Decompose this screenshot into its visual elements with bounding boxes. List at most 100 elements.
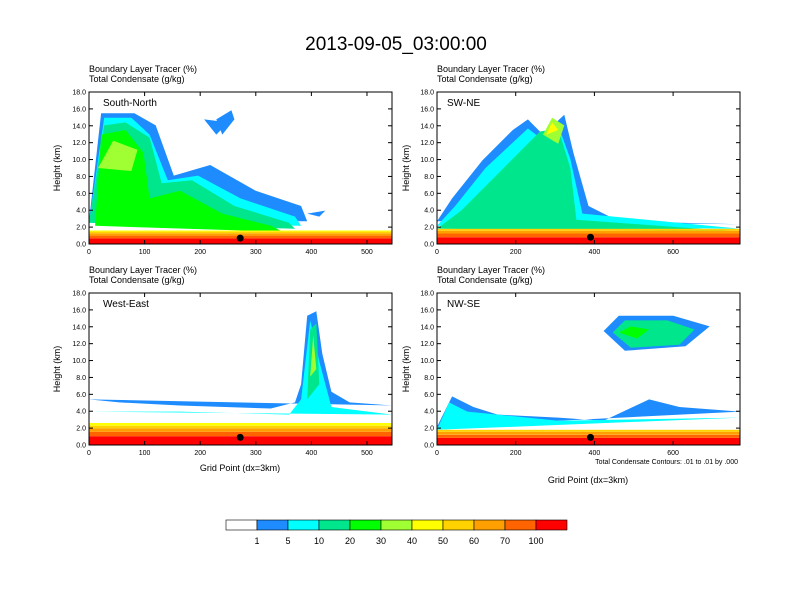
panel-label-condensate: Total Condensate (g/kg): [437, 74, 533, 84]
x-tick-label: 200: [194, 450, 206, 457]
boundary-layer-band: [89, 233, 392, 236]
condensate-shading: [89, 320, 392, 415]
y-tick-label: 8.0: [424, 174, 434, 181]
x-tick-label: 600: [667, 249, 679, 256]
boundary-layer-band: [437, 431, 740, 435]
y-tick-label: 18.0: [72, 291, 86, 298]
boundary-layer-band: [89, 230, 392, 232]
y-tick-label: 16.0: [72, 106, 86, 113]
plot-area: [89, 293, 392, 445]
boundary-layer-band: [437, 237, 740, 244]
condensate-shading: [307, 210, 326, 217]
colorbar-label: 100: [528, 536, 543, 546]
y-tick-label: 6.0: [424, 191, 434, 198]
y-tick-label: 0.0: [424, 443, 434, 450]
y-tick-label: 14.0: [420, 123, 434, 130]
colorbar-swatch: [504, 519, 537, 531]
panel-nw-se: Boundary Layer Tracer (%) Total Condensa…: [401, 265, 741, 485]
y-axis-label: Height (km): [401, 346, 411, 393]
y-axis-label: Height (km): [52, 346, 62, 393]
y-ticks: 0.0 2.0 4.0 6.0 8.0 10.0 12.0 14.0 16.0 18.0: [72, 291, 392, 450]
condensate-shading: [204, 119, 229, 135]
x-ticks: 0 200 400 600: [435, 293, 679, 457]
y-tick-label: 6.0: [76, 392, 86, 399]
boundary-layer-band: [437, 228, 740, 231]
condensate-shading: [546, 122, 559, 135]
panel-label-tracer: Boundary Layer Tracer (%): [89, 265, 197, 275]
panel-label-condensate: Total Condensate (g/kg): [89, 275, 185, 285]
y-ticks: 0.0 2.0 4.0 6.0 8.0 10.0 12.0 14.0 16.0 18.0: [420, 291, 740, 450]
panel-label-tracer: Boundary Layer Tracer (%): [437, 265, 545, 275]
boundary-layer-band: [89, 425, 392, 429]
x-tick-label: 300: [250, 249, 262, 256]
boundary-layer-band: [89, 231, 392, 234]
x-tick-label: 100: [139, 249, 151, 256]
y-tick-label: 12.0: [72, 341, 86, 348]
condensate-shading: [618, 326, 650, 339]
y-tick-label: 18.0: [72, 90, 86, 97]
y-tick-label: 10.0: [72, 157, 86, 164]
y-tick-label: 12.0: [420, 140, 434, 147]
y-tick-label: 14.0: [72, 324, 86, 331]
colorbar: 1 5 10 20 30 40 50 60 70 100: [225, 519, 568, 546]
plot-area: [437, 92, 740, 244]
y-tick-label: 6.0: [76, 191, 86, 198]
panel-sw-ne: Boundary Layer Tracer (%) Total Condensa…: [401, 64, 741, 256]
y-tick-label: 2.0: [424, 225, 434, 232]
panel-name: SW-NE: [447, 98, 480, 109]
boundary-layer-band: [89, 423, 392, 426]
y-tick-label: 8.0: [76, 375, 86, 382]
colorbar-label: 70: [500, 536, 510, 546]
colorbar-label: 10: [314, 536, 324, 546]
x-tick-label: 400: [589, 249, 601, 256]
y-tick-label: 10.0: [420, 157, 434, 164]
boundary-layer-band: [89, 428, 392, 432]
y-tick-label: 8.0: [424, 375, 434, 382]
y-tick-label: 4.0: [76, 208, 86, 215]
y-tick-label: 4.0: [424, 409, 434, 416]
x-tick-label: 0: [87, 249, 91, 256]
y-tick-label: 6.0: [424, 392, 434, 399]
y-tick-label: 12.0: [72, 140, 86, 147]
condensate-shading: [437, 402, 740, 430]
colorbar-swatch: [349, 519, 382, 531]
y-tick-label: 14.0: [420, 324, 434, 331]
x-ticks: 0 100 200 300 400 500: [87, 92, 373, 256]
y-tick-label: 18.0: [420, 90, 434, 97]
colorbar-label: 1: [254, 536, 259, 546]
condensate-shading: [98, 140, 138, 171]
panel-west-east: Boundary Layer Tracer (%) Total Condensa…: [52, 265, 393, 473]
y-tick-label: 12.0: [420, 341, 434, 348]
panel-name-box: [99, 296, 159, 310]
x-tick-label: 200: [510, 450, 522, 457]
contour-note: Total Condensate Contours: .01 to .01 by…: [595, 459, 738, 466]
plot-area: [437, 293, 740, 445]
panel-name: South-North: [103, 98, 157, 109]
x-tick-label: 400: [306, 249, 318, 256]
x-tick-label: 0: [87, 450, 91, 457]
y-tick-label: 4.0: [424, 208, 434, 215]
colorbar-swatch: [225, 519, 258, 531]
y-ticks: 0.0 2.0 4.0 6.0 8.0 10.0 12.0 14.0 16.0 18.0: [72, 90, 392, 249]
y-tick-label: 2.0: [424, 426, 434, 433]
colorbar-swatch: [442, 519, 475, 531]
y-ticks: 0.0 2.0 4.0 6.0 8.0 10.0 12.0 14.0 16.0 18.0: [420, 90, 740, 249]
x-axis-label: Grid Point (dx=3km): [200, 463, 280, 473]
colorbar-label: 20: [345, 536, 355, 546]
colorbar-swatch: [411, 519, 444, 531]
x-tick-label: 300: [250, 450, 262, 457]
colorbar-label: 60: [469, 536, 479, 546]
plot-frame: [88, 292, 393, 446]
colorbar-label: 30: [376, 536, 386, 546]
condensate-shading: [95, 130, 283, 232]
y-tick-label: 0.0: [76, 443, 86, 450]
y-tick-label: 8.0: [76, 174, 86, 181]
y-tick-label: 2.0: [76, 426, 86, 433]
x-ticks: 0 100 200 300 400 500: [87, 293, 373, 457]
y-tick-label: 0.0: [76, 242, 86, 249]
y-axis-label: Height (km): [401, 145, 411, 192]
colorbar-label: 40: [407, 536, 417, 546]
panel-label-condensate: Total Condensate (g/kg): [437, 275, 533, 285]
y-tick-label: 2.0: [76, 225, 86, 232]
